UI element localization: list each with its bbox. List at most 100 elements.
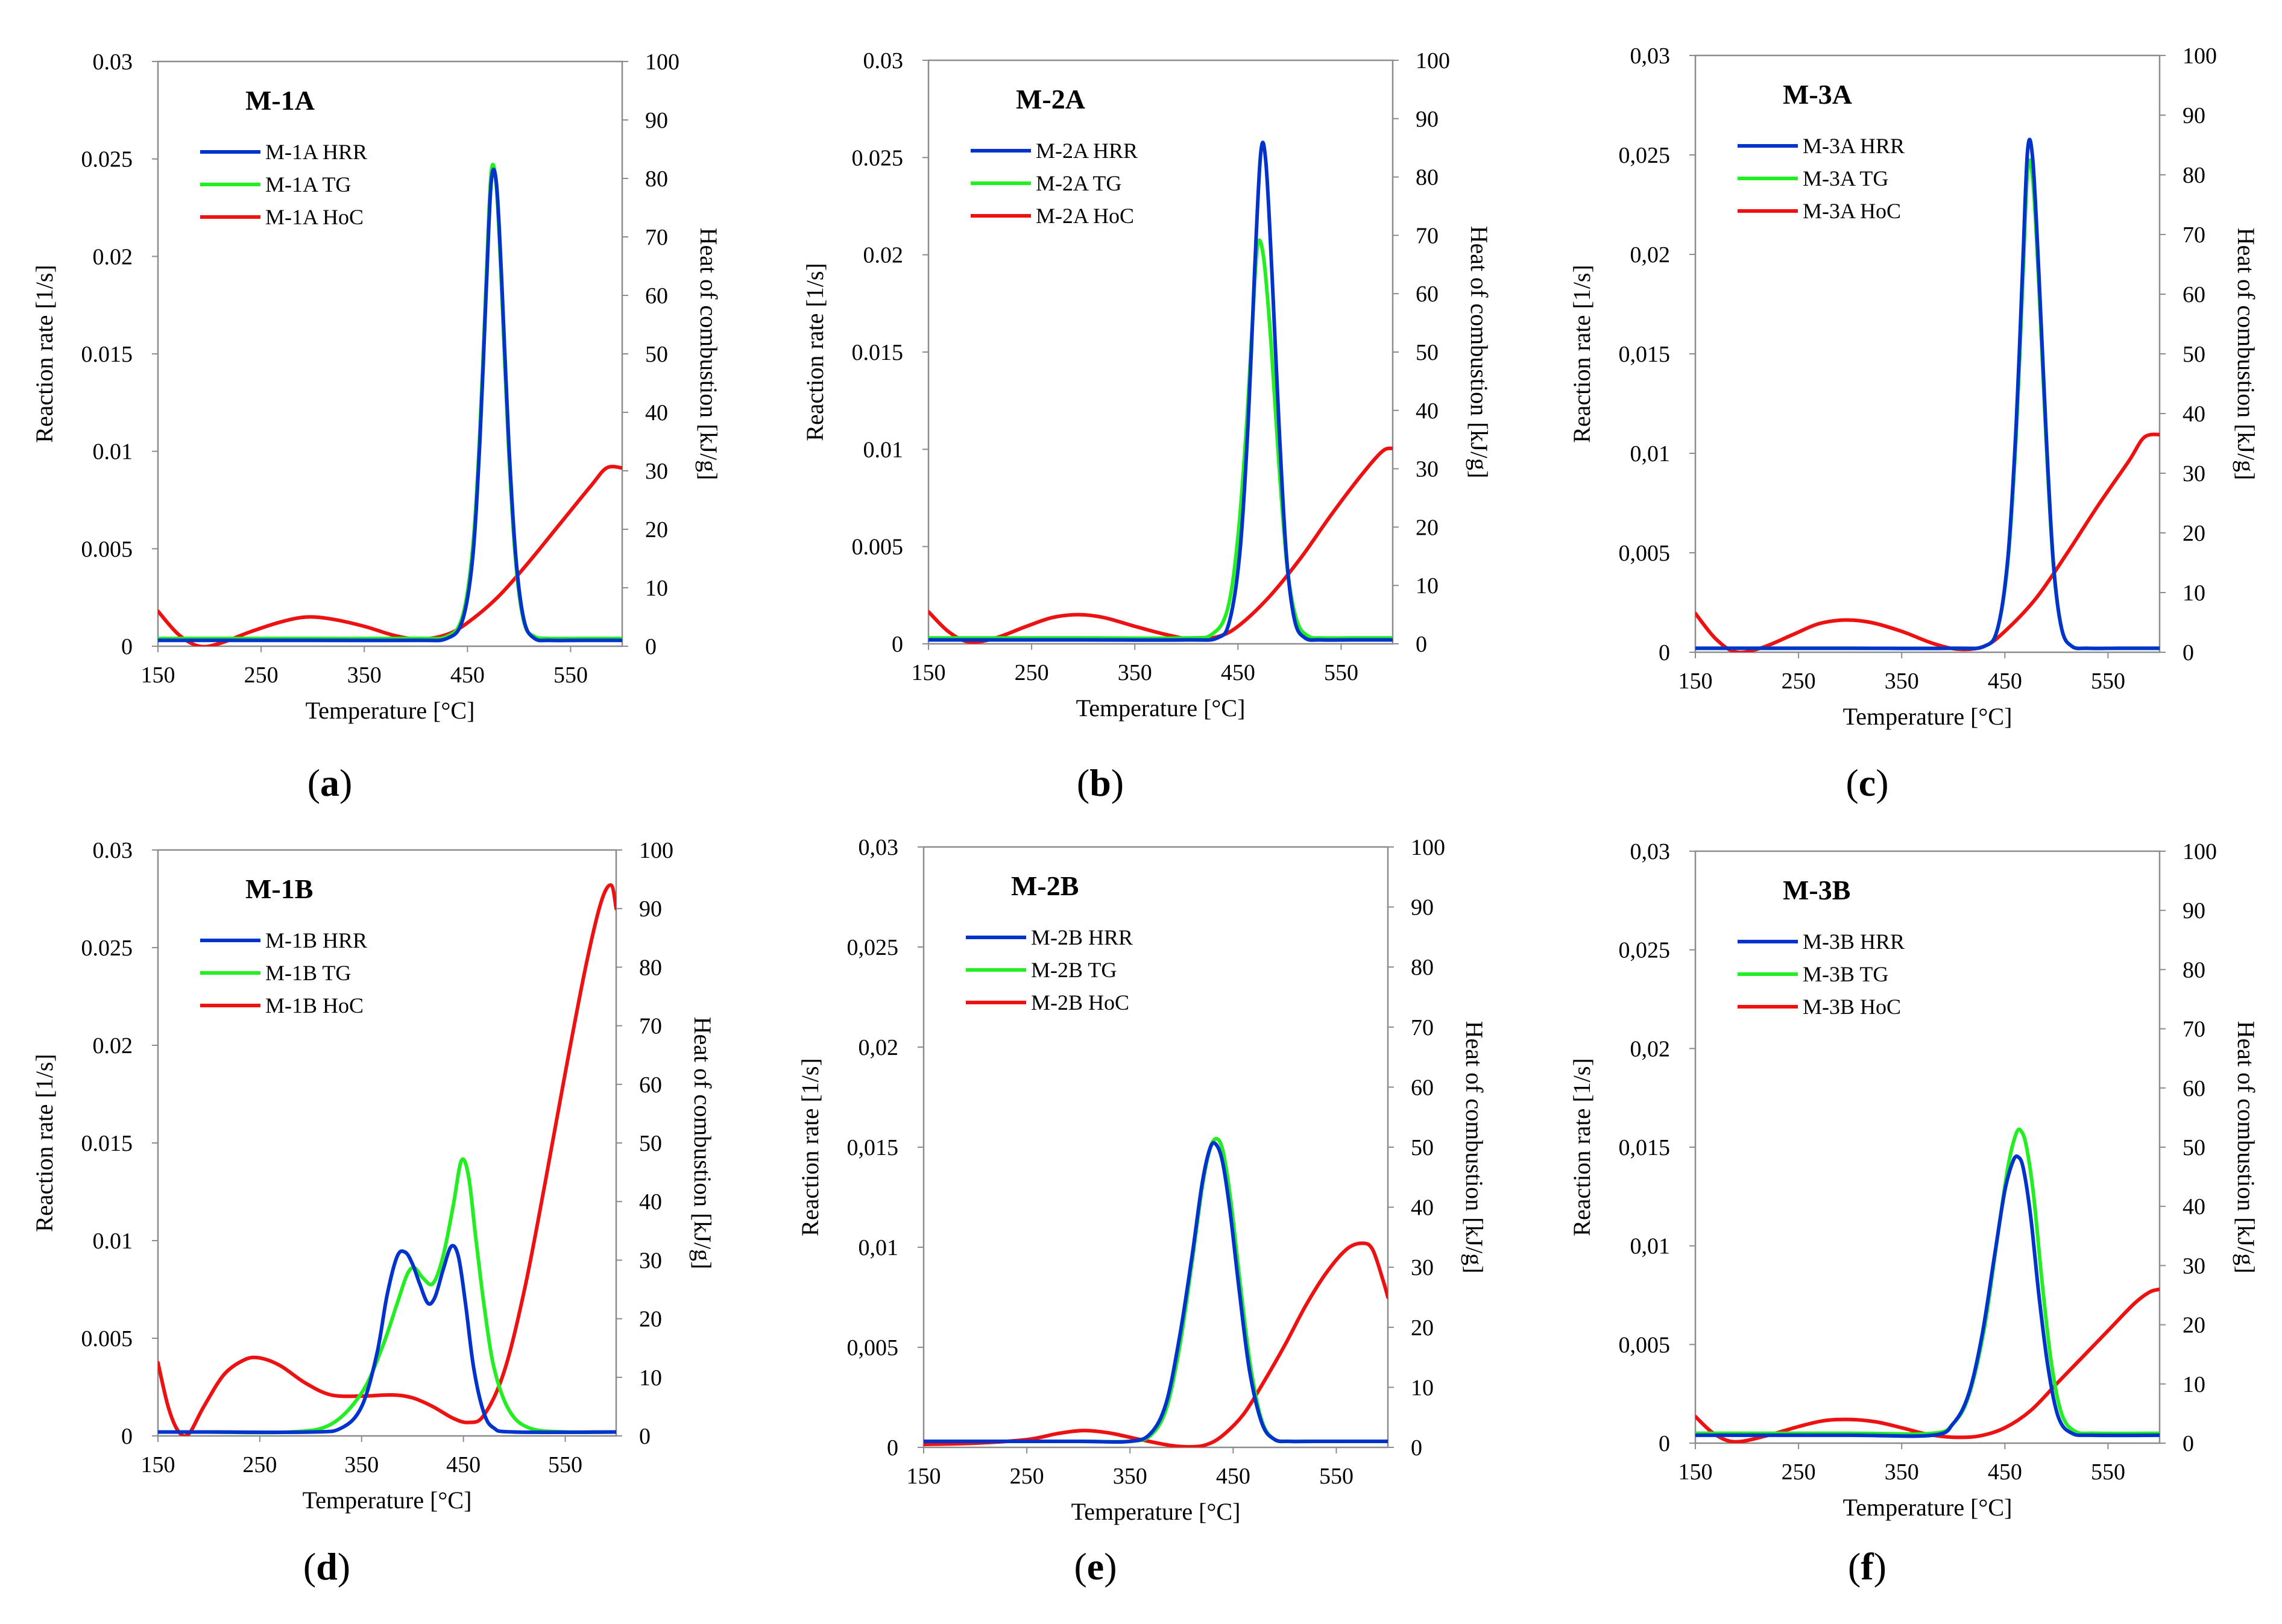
y-right-tick-label: 80: [1416, 165, 1439, 190]
x-tick-label: 550: [2091, 669, 2125, 694]
panel-caption: (f): [1848, 1545, 1886, 1588]
y-right-tick-label: 60: [639, 1072, 662, 1098]
y-right-tick-label: 10: [2183, 581, 2205, 606]
y-left-tick-label: 0,025: [1619, 143, 1671, 168]
y-left-tick-label: 0: [121, 1424, 133, 1449]
y-right-tick-label: 30: [639, 1248, 662, 1273]
y-right-tick-label: 80: [639, 955, 662, 980]
y-right-tick-label: 80: [2183, 163, 2205, 188]
y-right-tick-label: 0: [2183, 1431, 2194, 1456]
panel-caption: (b): [1077, 761, 1124, 804]
x-tick-label: 450: [1221, 660, 1255, 685]
panel-caption: (c): [1845, 761, 1888, 804]
y-right-tick-label: 30: [1416, 457, 1439, 482]
y-right-tick-label: 70: [2183, 222, 2205, 248]
x-tick-label: 550: [548, 1452, 582, 1478]
x-tick-label: 250: [242, 1452, 277, 1478]
series-lines: [158, 883, 616, 1436]
legend-label: M-1B HoC: [265, 993, 364, 1018]
y-left-tick-label: 0.03: [93, 838, 133, 863]
chart-panel-b: 150 250 350 450 550 0 0.005 0.01 0.015 0.02 0.025 0…: [801, 48, 1493, 804]
y-right-tick-label: 90: [1416, 107, 1439, 132]
y-right-tick-label: 70: [639, 1014, 662, 1039]
series-line-hrr: [158, 1244, 616, 1434]
y-right-tick-label: 50: [1416, 340, 1439, 365]
panel-title: M-1A: [245, 85, 315, 116]
x-tick-label: 550: [1324, 660, 1358, 685]
y-right-tick-label: 70: [2183, 1017, 2205, 1042]
y-left-tick-label: 0.02: [93, 1033, 133, 1059]
y-right-tick-label: 40: [2183, 401, 2205, 427]
series-lines: [928, 140, 1393, 644]
y-right-tick-label: 30: [1411, 1255, 1434, 1280]
y-right-tick-label: 100: [2183, 43, 2217, 69]
legend-label: M-3B HoC: [1803, 995, 1901, 1019]
y-right-tick-label: 10: [1416, 573, 1439, 599]
x-tick-label: 350: [1118, 660, 1152, 685]
y-right-tick-label: 90: [2183, 898, 2205, 924]
y-left-tick-label: 0.025: [852, 145, 904, 171]
x-axis-title: Temperature [°C]: [1843, 703, 2013, 730]
y-left-tick-label: 0,01: [859, 1235, 899, 1260]
y-right-tick-label: 50: [2183, 1135, 2205, 1160]
y-left-axis-title: Reaction rate [1/s]: [1568, 265, 1595, 442]
y-right-tick-label: 80: [1411, 955, 1434, 980]
y-left-tick-label: 0.01: [93, 1229, 133, 1254]
y-right-tick-label: 60: [1411, 1075, 1434, 1100]
panel-caption: (d): [303, 1545, 350, 1588]
x-tick-label: 350: [347, 663, 382, 688]
y-right-tick-label: 10: [1411, 1375, 1434, 1400]
legend-label: M-1B TG: [265, 961, 351, 985]
series-lines: [158, 163, 622, 646]
legend-label: M-2B HRR: [1031, 925, 1133, 949]
y-left-tick-label: 0.015: [852, 340, 904, 365]
x-tick-label: 250: [1010, 1464, 1044, 1489]
x-axis-title: Temperature [°C]: [1071, 1498, 1241, 1525]
x-tick-label: 150: [912, 660, 946, 685]
y-right-tick-label: 40: [639, 1189, 662, 1215]
panel-caption: (e): [1074, 1545, 1117, 1588]
y-right-tick-label: 0: [2183, 640, 2194, 666]
x-axis-title: Temperature [°C]: [306, 697, 475, 724]
y-right-tick-label: 0: [1411, 1435, 1422, 1461]
legend-label: M-3B TG: [1803, 962, 1888, 986]
chart-panel-a: 150 250 350 450 550 0 0.005 0.01 0.015 0.02 0.025 0…: [31, 49, 722, 804]
legend-label: M-2A TG: [1036, 171, 1121, 195]
y-left-tick-label: 0: [121, 634, 133, 659]
legend-label: M-3A HRR: [1803, 134, 1905, 158]
y-left-tick-label: 0,005: [1619, 541, 1671, 566]
legend-label: M-1B HRR: [265, 928, 367, 952]
y-left-tick-label: 0,02: [1630, 1036, 1671, 1062]
y-left-tick-label: 0,01: [1630, 441, 1671, 467]
y-right-tick-label: 50: [1411, 1135, 1434, 1160]
y-right-tick-label: 30: [645, 459, 668, 484]
panel-title: M-3A: [1783, 79, 1852, 110]
panel-caption: (a): [307, 761, 353, 804]
y-left-tick-label: 0,015: [1619, 1135, 1671, 1160]
series-lines: [924, 1136, 1388, 1447]
x-axis-title: Temperature [°C]: [1843, 1494, 2013, 1521]
y-left-tick-label: 0: [1659, 640, 1670, 666]
y-right-axis-title: Heat of combustion [kJ/g]: [1466, 226, 1493, 479]
x-tick-label: 150: [1678, 1459, 1713, 1485]
y-right-tick-label: 10: [2183, 1372, 2205, 1397]
y-left-axis-title: Reaction rate [1/s]: [796, 1058, 824, 1236]
series-line-hrr: [924, 1141, 1388, 1444]
legend-label: M-3A TG: [1803, 166, 1888, 190]
y-right-axis-title: Heat of combustion [kJ/g]: [1461, 1021, 1488, 1274]
y-right-tick-label: 90: [639, 896, 662, 922]
series-line-tg: [1695, 1127, 2160, 1436]
y-right-tick-label: 40: [1416, 398, 1439, 424]
y-left-tick-label: 0.01: [93, 439, 133, 465]
y-right-tick-label: 70: [645, 225, 668, 250]
y-right-tick-label: 70: [1411, 1015, 1434, 1040]
y-left-tick-label: 0: [892, 632, 903, 657]
x-tick-label: 550: [553, 663, 588, 688]
y-right-tick-label: 100: [645, 49, 679, 75]
y-left-tick-label: 0,025: [1619, 938, 1671, 963]
y-left-tick-label: 0.025: [81, 936, 133, 961]
series-line-hoc: [924, 1241, 1388, 1447]
y-left-tick-label: 0,005: [1619, 1332, 1671, 1358]
y-right-axis-title: Heat of combustion [kJ/g]: [689, 1017, 716, 1270]
